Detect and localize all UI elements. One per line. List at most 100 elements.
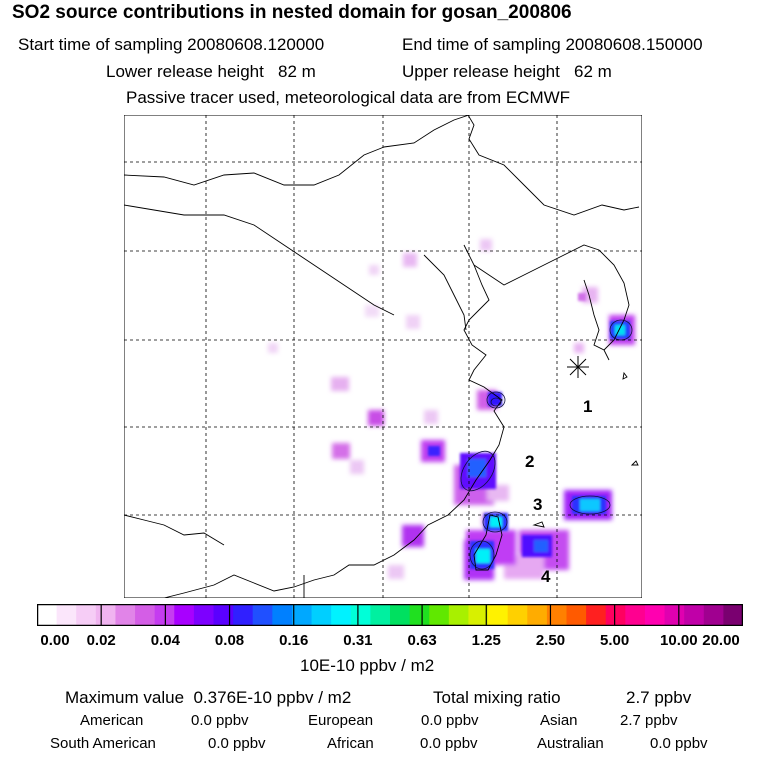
colorbar-swatch [233, 604, 254, 626]
contour-line [482, 511, 508, 533]
colorbar-swatch [566, 604, 587, 626]
colorbar-tick-label: 0.02 [86, 632, 116, 649]
colorbar-swatch [37, 604, 58, 626]
colorbar-tick-label: 5.00 [600, 632, 630, 649]
region-name-african: African [327, 735, 374, 752]
region-value-australian: 0.0 ppbv [650, 735, 708, 752]
border-line [473, 244, 600, 286]
plume-cell [574, 343, 584, 353]
korea-coastline [598, 249, 630, 351]
colorbar-swatch [468, 604, 489, 626]
colorbar-swatch [135, 604, 156, 626]
colorbar-tick-label: 0.63 [407, 632, 437, 649]
colorbar-tick-label: 0.04 [150, 632, 180, 649]
region-name-south-american: South American [50, 735, 156, 752]
plume-core [534, 540, 548, 552]
region-label-2: 2 [525, 452, 535, 471]
region-label-1: 1 [583, 397, 593, 416]
colorbar-tick-label: 0.31 [343, 632, 373, 649]
start-time-label: Start time of sampling 20080608.120000 [18, 35, 325, 54]
colorbar-swatch [115, 604, 136, 626]
plume-core [488, 392, 502, 406]
tracer-note: Passive tracer used, meteorological data… [126, 88, 571, 107]
coastlines [124, 115, 640, 598]
contour-line [609, 319, 633, 341]
asterisk-icon [567, 356, 589, 378]
colorbar-swatch [390, 604, 411, 626]
colorbar-swatch [488, 604, 509, 626]
colorbar-units: 10E-10 ppbv / m2 [300, 656, 435, 675]
plume-cell [402, 525, 424, 547]
map-panel [124, 115, 642, 598]
total-mixing-ratio-value: 2.7 ppbv [626, 688, 692, 707]
plume-cell [369, 265, 379, 275]
region-value-south-american: 0.0 ppbv [208, 735, 266, 752]
border-line [423, 254, 467, 331]
colorbar-swatch [311, 604, 332, 626]
island-outline [532, 521, 545, 528]
border-line [124, 115, 470, 186]
plume-cell [350, 460, 364, 474]
plume-cell [368, 410, 384, 426]
border-line [467, 115, 640, 216]
plume-cell [332, 443, 350, 459]
colorbar-swatch [664, 604, 685, 626]
plume-core [580, 499, 600, 511]
colorbar-swatch [213, 604, 234, 626]
colorbar [37, 604, 743, 626]
plume-core [476, 549, 490, 563]
colorbar-tick-label: 10.00 [660, 632, 698, 649]
colorbar-swatch [193, 604, 214, 626]
plume-cell [480, 239, 492, 251]
colorbar-swatch [723, 604, 743, 626]
region-name-european: European [308, 712, 374, 729]
china-coastline [163, 244, 505, 598]
colorbar-swatch [272, 604, 293, 626]
colorbar-swatch [370, 604, 391, 626]
region-label-4: 4 [541, 567, 551, 586]
plume-core [468, 459, 486, 477]
lower-release-height-label: Lower release height 82 m [106, 62, 316, 81]
contour-line [469, 540, 495, 570]
colorbar-swatch [291, 604, 313, 626]
colorbar-swatch [546, 604, 567, 626]
contour-line [490, 397, 502, 407]
grid-lines [124, 115, 642, 598]
plume-core [615, 325, 625, 335]
colorbar-swatch [174, 604, 195, 626]
taiwan-coastline [473, 514, 503, 571]
colorbar-tick-label: 1.25 [471, 632, 501, 649]
colorbar-swatch [703, 604, 724, 626]
plume-cell [403, 253, 417, 267]
total-mixing-ratio-label: Total mixing ratio [433, 688, 561, 707]
end-time-label: End time of sampling 20080608.150000 [402, 35, 703, 54]
island-outline [630, 460, 639, 466]
colorbar-tick-label: 0.00 [40, 632, 70, 649]
colorbar-swatch [154, 604, 175, 626]
region-value-asian: 2.7 ppbv [620, 712, 678, 729]
colorbar-swatch [605, 604, 626, 626]
colorbar-tick-label: 0.16 [279, 632, 309, 649]
max-value-label: Maximum value 0.376E-10 ppbv / m2 [65, 688, 352, 707]
colorbar-tick-label: 2.50 [535, 632, 566, 649]
plume-core [490, 517, 502, 527]
island-outline [622, 371, 628, 380]
colorbar-swatch [527, 604, 548, 626]
upper-release-height-label: Upper release height 62 m [402, 62, 612, 81]
colorbar-border [37, 604, 743, 626]
plume-cell [365, 305, 379, 317]
colorbar-swatch [252, 604, 273, 626]
border-line [124, 514, 225, 546]
region-name-australian: Australian [537, 735, 604, 752]
colorbar-swatch [76, 604, 97, 626]
region-name-asian: Asian [540, 712, 578, 729]
plume-core [428, 446, 440, 456]
region-label-3: 3 [533, 495, 543, 514]
contour-line [569, 495, 611, 515]
colorbar-swatch [350, 604, 371, 626]
colorbar-swatch [507, 604, 528, 626]
plume-cell [406, 315, 420, 329]
region-name-american: American [80, 712, 144, 729]
colorbar-swatch [448, 604, 469, 626]
plume-core [578, 293, 586, 301]
